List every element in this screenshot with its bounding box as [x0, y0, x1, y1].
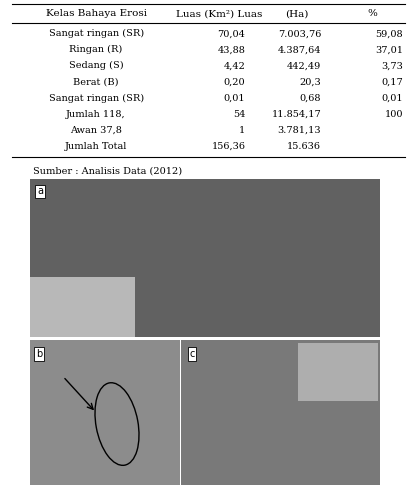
Text: 20,3: 20,3: [299, 77, 321, 87]
Text: a: a: [37, 187, 43, 196]
Text: 156,36: 156,36: [211, 142, 245, 151]
Text: Sumber : Analisis Data (2012): Sumber : Analisis Data (2012): [33, 166, 182, 175]
Text: 11.854,17: 11.854,17: [271, 110, 321, 119]
Text: Jumlah Total: Jumlah Total: [65, 142, 127, 151]
Text: 100: 100: [384, 110, 403, 119]
Text: Awan 37,8: Awan 37,8: [70, 126, 122, 135]
Text: Ringan (R): Ringan (R): [70, 45, 123, 55]
Text: 7.003,76: 7.003,76: [278, 29, 321, 38]
Text: Jumlah 118,: Jumlah 118,: [66, 110, 126, 119]
Text: 0,01: 0,01: [224, 94, 245, 103]
Text: 0,17: 0,17: [381, 77, 403, 87]
Text: 0,68: 0,68: [299, 94, 321, 103]
Text: Kelas Bahaya Erosi: Kelas Bahaya Erosi: [46, 9, 146, 18]
Text: c: c: [189, 349, 195, 359]
Text: Sangat ringan (SR): Sangat ringan (SR): [49, 29, 144, 38]
Text: 43,88: 43,88: [218, 45, 245, 55]
Text: 15.636: 15.636: [287, 142, 321, 151]
Text: 3.781,13: 3.781,13: [277, 126, 321, 135]
Text: 1: 1: [239, 126, 245, 135]
Text: 59,08: 59,08: [375, 29, 403, 38]
Text: 0,20: 0,20: [224, 77, 245, 87]
Text: 70,04: 70,04: [218, 29, 245, 38]
Text: b: b: [36, 349, 42, 359]
Text: 442,49: 442,49: [287, 61, 321, 71]
Text: 3,73: 3,73: [381, 61, 403, 71]
Text: 0,01: 0,01: [381, 94, 403, 103]
Text: Luas (Km²) Luas: Luas (Km²) Luas: [175, 9, 262, 18]
Text: 54: 54: [233, 110, 245, 119]
Text: %: %: [367, 9, 377, 18]
Text: 4.387,64: 4.387,64: [278, 45, 321, 55]
Text: Sedang (S): Sedang (S): [69, 61, 124, 71]
Text: 37,01: 37,01: [375, 45, 403, 55]
Text: Sangat ringan (SR): Sangat ringan (SR): [49, 94, 144, 103]
Text: 4,42: 4,42: [224, 61, 245, 71]
Text: (Ha): (Ha): [285, 9, 308, 18]
Text: Berat (B): Berat (B): [73, 77, 119, 87]
